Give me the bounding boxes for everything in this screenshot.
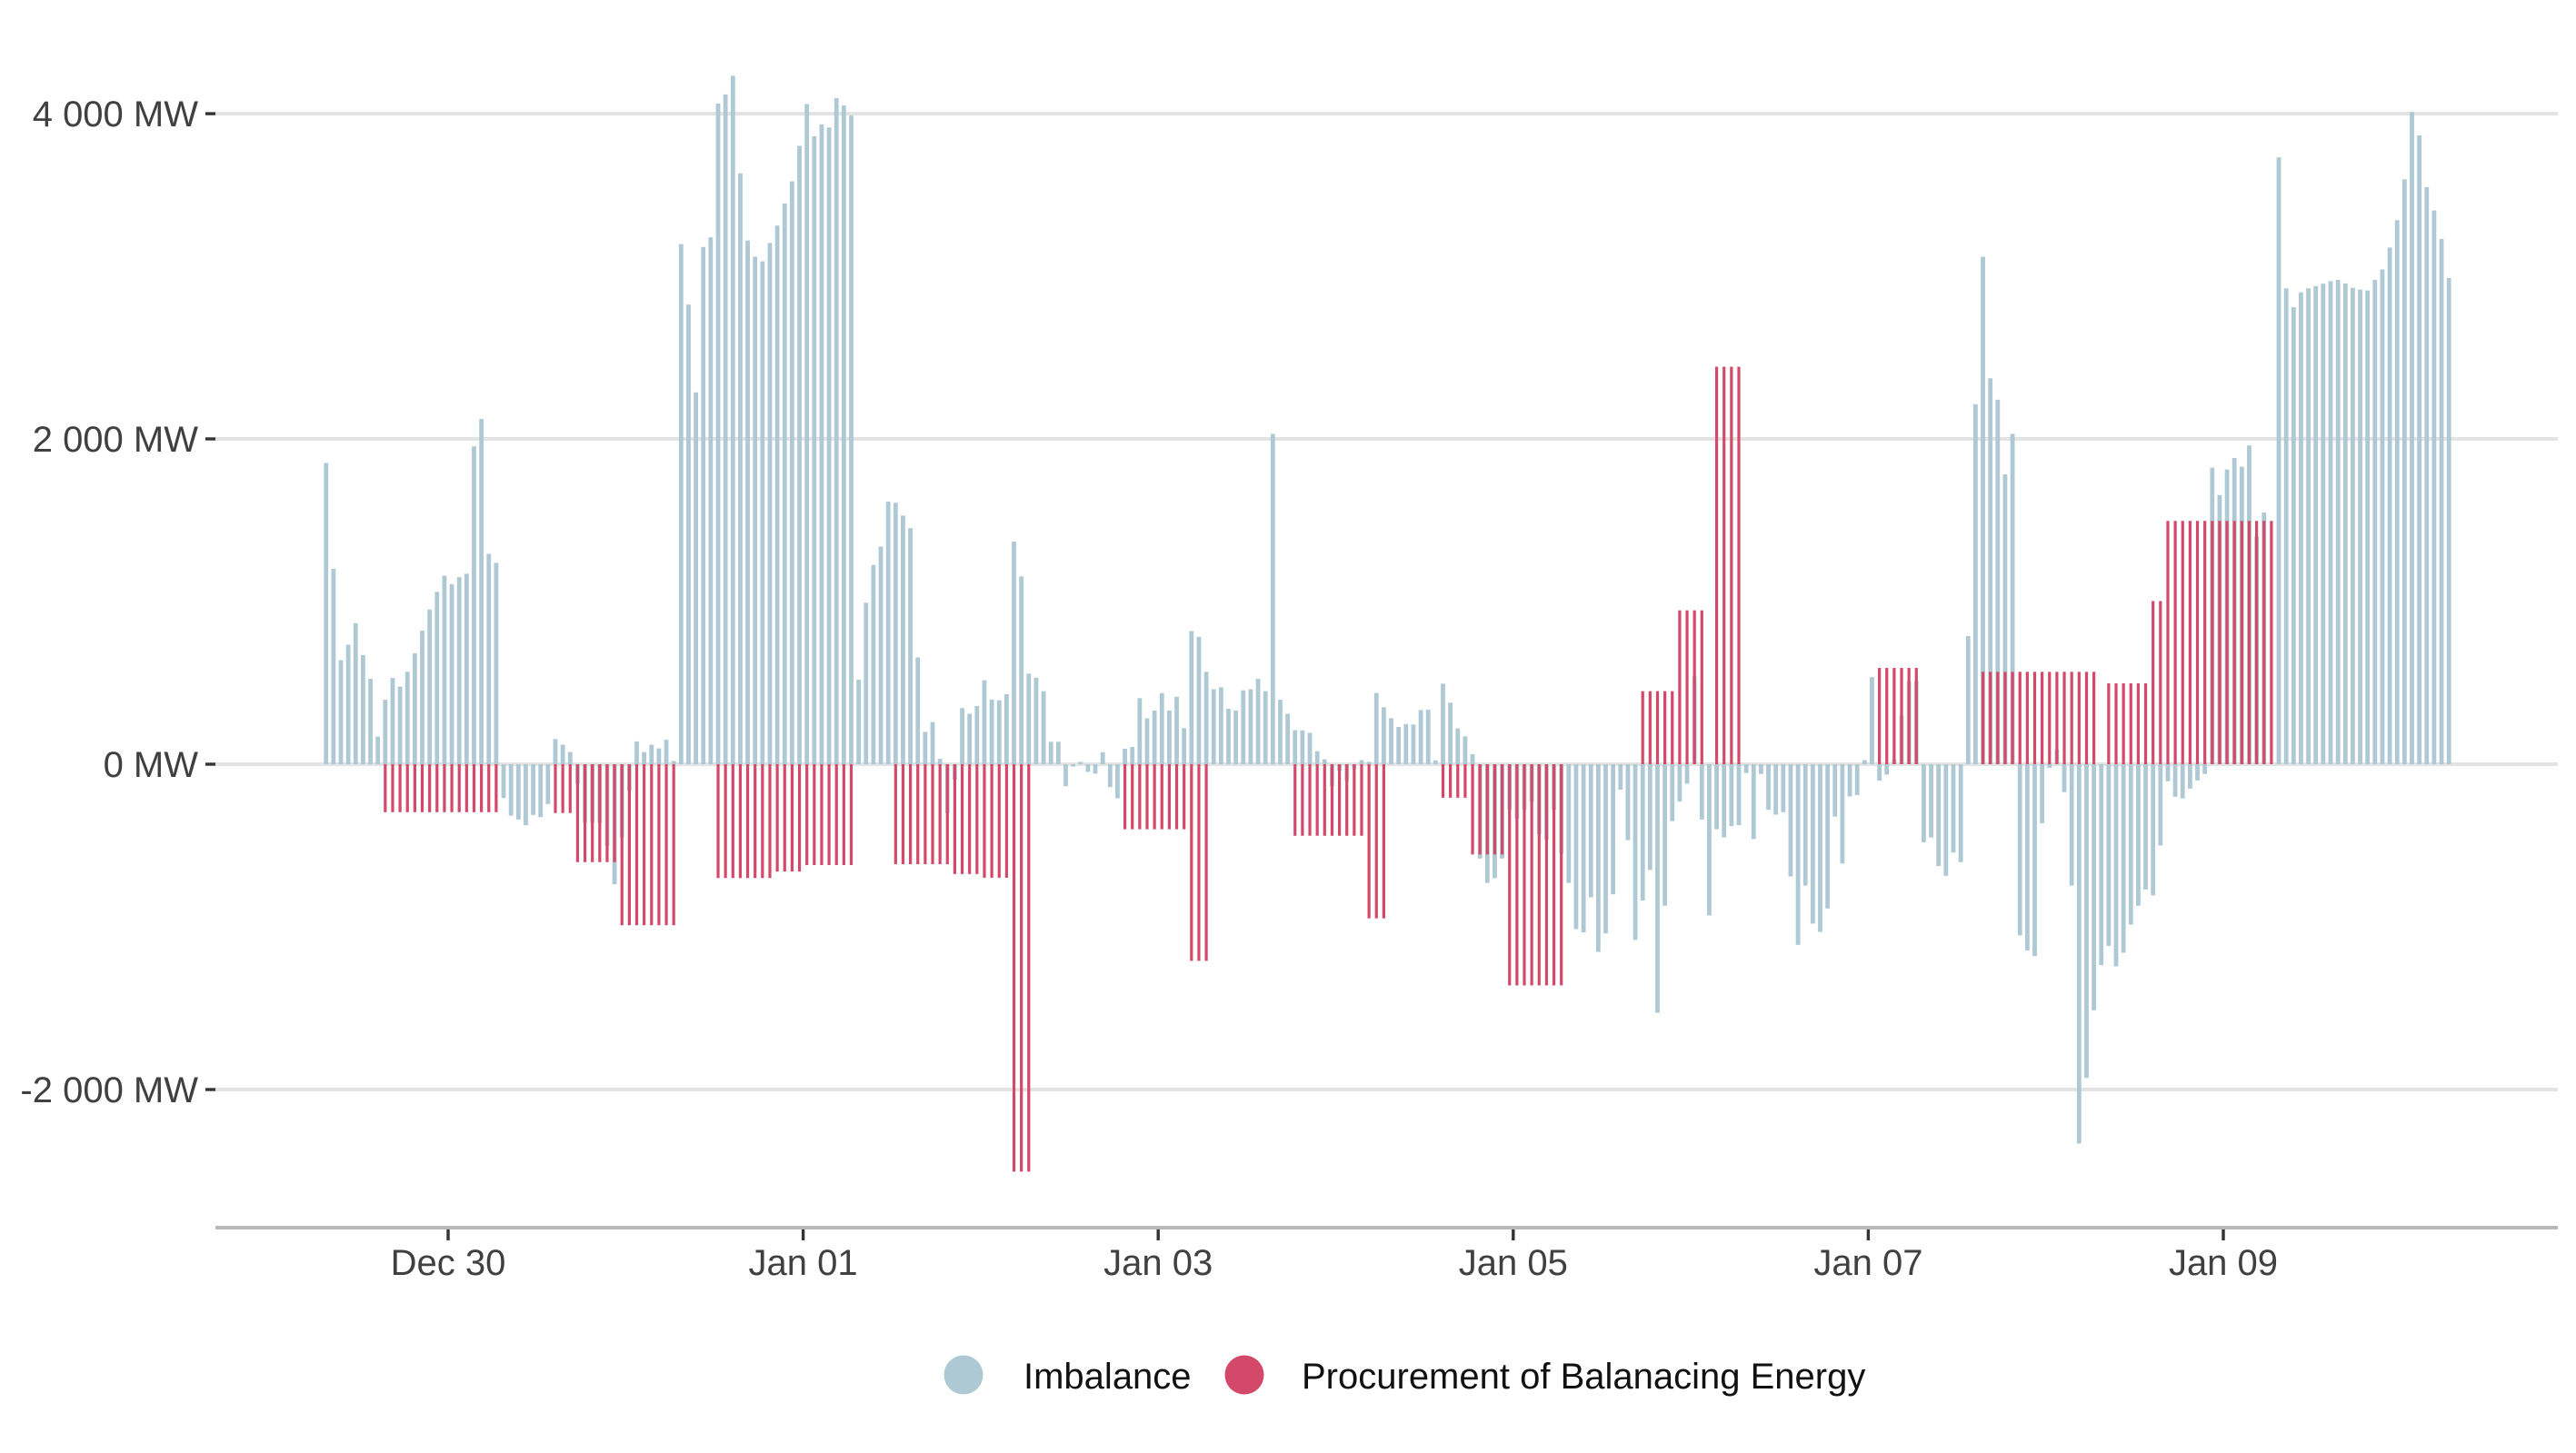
svg-text:Jan 09: Jan 09 [2169, 1243, 2278, 1283]
svg-text:2 000 MW: 2 000 MW [33, 420, 199, 460]
svg-text:Procurement of Balanacing Ener: Procurement of Balanacing Energy [1302, 1357, 1865, 1397]
svg-text:Jan 01: Jan 01 [749, 1243, 858, 1283]
svg-text:Imbalance: Imbalance [1023, 1357, 1192, 1397]
svg-text:Jan 07: Jan 07 [1813, 1243, 1922, 1283]
svg-text:Jan 05: Jan 05 [1459, 1243, 1568, 1283]
svg-text:-2 000 MW: -2 000 MW [20, 1070, 198, 1110]
svg-text:Dec 30: Dec 30 [391, 1243, 506, 1283]
svg-text:0 MW: 0 MW [104, 745, 199, 785]
svg-text:4 000 MW: 4 000 MW [33, 95, 199, 134]
svg-text:Jan 03: Jan 03 [1103, 1243, 1213, 1283]
